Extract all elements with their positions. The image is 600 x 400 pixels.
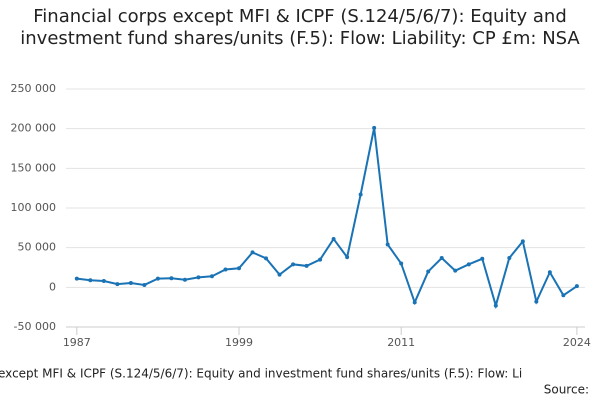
point (264, 256, 269, 261)
point (304, 263, 309, 268)
point (142, 282, 147, 287)
point (507, 255, 512, 260)
point (453, 268, 458, 273)
y-tick-label: 0 (49, 280, 56, 293)
point (277, 272, 282, 277)
point (209, 274, 214, 279)
x-tick-label: 1999 (225, 336, 253, 349)
source: Source: (544, 383, 589, 397)
y-tick-label: 250 000 (11, 82, 57, 95)
chart-title: Financial corps except MFI & ICPF (S.124… (20, 6, 580, 49)
point (318, 257, 323, 262)
line (76, 127, 578, 310)
x-tick-label: 1987 (63, 336, 91, 349)
footer: except MFI & ICPF (S.124/5/6/7): Equity … (0, 367, 522, 381)
point (547, 270, 552, 275)
point (412, 300, 417, 305)
point (561, 293, 566, 298)
point (250, 250, 255, 255)
point (399, 261, 404, 266)
point (128, 280, 133, 285)
y-tick-label: 150 000 (11, 161, 57, 174)
point (291, 262, 296, 267)
point (385, 242, 390, 247)
point (493, 303, 498, 308)
point (358, 192, 363, 197)
point (115, 282, 120, 287)
point (169, 276, 174, 281)
point (223, 267, 228, 272)
point (237, 266, 241, 271)
point (520, 239, 525, 244)
point (372, 125, 377, 130)
point (155, 276, 160, 281)
point (439, 255, 444, 260)
x-tick-label: 2011 (387, 336, 415, 349)
y-tick-label: 100 000 (11, 201, 57, 214)
y-tick-label: -50 000 (14, 320, 56, 333)
point (574, 284, 579, 289)
point (101, 278, 106, 283)
point (196, 275, 201, 280)
point (88, 278, 93, 283)
point (74, 276, 79, 281)
point (331, 236, 336, 241)
y-tick-label: 50 000 (18, 241, 57, 254)
y-tick-label: 200 000 (11, 122, 57, 135)
point (426, 269, 431, 274)
x-tick-label: 2024 (563, 336, 591, 349)
point (345, 255, 350, 260)
point (466, 262, 471, 267)
point (480, 256, 485, 261)
point (534, 299, 539, 304)
point (182, 277, 187, 282)
